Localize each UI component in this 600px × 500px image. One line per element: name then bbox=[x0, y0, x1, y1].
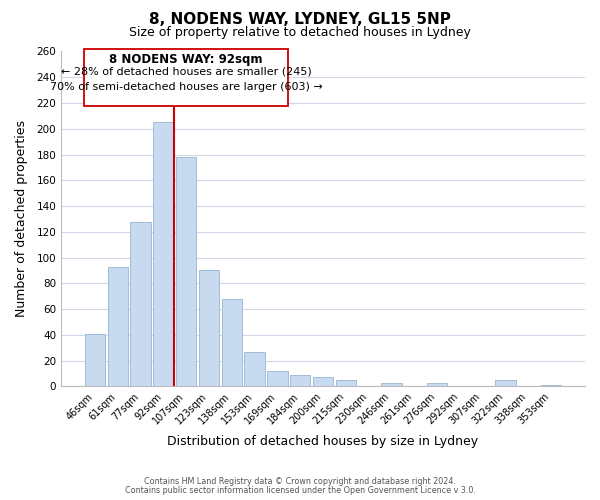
Text: Contains public sector information licensed under the Open Government Licence v : Contains public sector information licen… bbox=[125, 486, 475, 495]
Bar bbox=[290, 375, 310, 386]
Text: Contains HM Land Registry data © Crown copyright and database right 2024.: Contains HM Land Registry data © Crown c… bbox=[144, 477, 456, 486]
Bar bbox=[381, 382, 401, 386]
Bar bbox=[313, 378, 333, 386]
Bar bbox=[335, 380, 356, 386]
Bar bbox=[495, 380, 515, 386]
Bar bbox=[541, 385, 561, 386]
Bar bbox=[153, 122, 173, 386]
Bar bbox=[199, 270, 219, 386]
Bar bbox=[244, 352, 265, 386]
Bar bbox=[221, 299, 242, 386]
Text: 8 NODENS WAY: 92sqm: 8 NODENS WAY: 92sqm bbox=[109, 53, 263, 66]
Bar bbox=[130, 222, 151, 386]
Text: 8, NODENS WAY, LYDNEY, GL15 5NP: 8, NODENS WAY, LYDNEY, GL15 5NP bbox=[149, 12, 451, 28]
Bar bbox=[176, 157, 196, 386]
Y-axis label: Number of detached properties: Number of detached properties bbox=[15, 120, 28, 318]
Text: 70% of semi-detached houses are larger (603) →: 70% of semi-detached houses are larger (… bbox=[50, 82, 322, 92]
Text: Size of property relative to detached houses in Lydney: Size of property relative to detached ho… bbox=[129, 26, 471, 39]
Text: ← 28% of detached houses are smaller (245): ← 28% of detached houses are smaller (24… bbox=[61, 67, 311, 77]
Bar bbox=[427, 382, 447, 386]
Bar bbox=[107, 266, 128, 386]
Bar bbox=[85, 334, 105, 386]
FancyBboxPatch shape bbox=[85, 49, 287, 106]
X-axis label: Distribution of detached houses by size in Lydney: Distribution of detached houses by size … bbox=[167, 434, 479, 448]
Bar bbox=[267, 371, 287, 386]
